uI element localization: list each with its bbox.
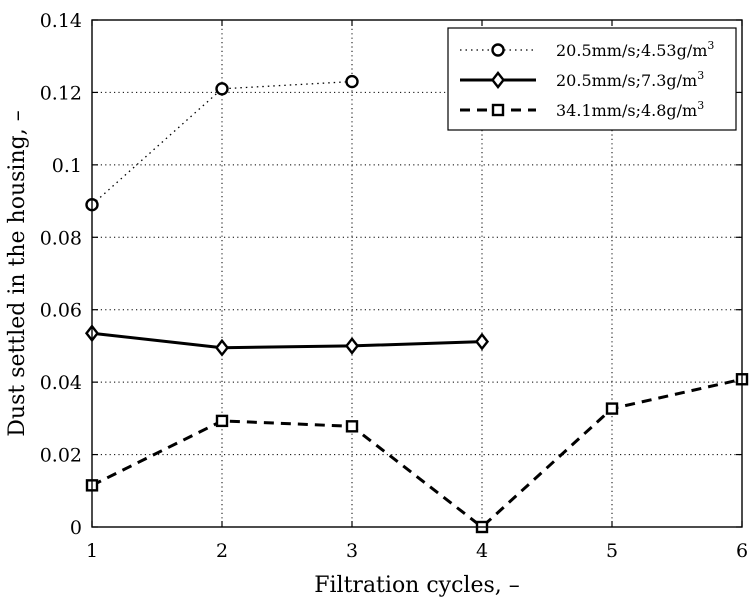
y-tick-label: 0.04 [40, 372, 82, 394]
legend-label: 20.5mm/s;7.3g/m3 [556, 69, 704, 90]
x-tick-label: 1 [86, 540, 98, 562]
x-tick-label: 5 [606, 540, 618, 562]
legend-entry-1: 20.5mm/s;4.53g/m3 [460, 39, 714, 60]
data-series [84, 74, 749, 534]
x-tick-label: 2 [216, 540, 228, 562]
plot-frame [91, 19, 743, 528]
y-tick-label: 0 [70, 517, 82, 539]
data-point-diamond [474, 332, 490, 351]
x-axis-title: Filtration cycles, – [314, 573, 520, 598]
data-point-square [605, 402, 619, 415]
data-point-diamond [214, 338, 230, 357]
series-line [91, 331, 483, 350]
y-tick-label: 0.12 [40, 82, 82, 104]
legend-label-main: 20.5mm/s;4.53g/m [556, 41, 707, 60]
legend-label-main: 20.5mm/s;7.3g/m [556, 71, 697, 90]
x-tick-label: 6 [736, 540, 748, 562]
data-point-circle [345, 74, 359, 89]
x-tick-label: 3 [346, 540, 358, 562]
chart-legend: 20.5mm/s;4.53g/m320.5mm/s;7.3g/m334.1mm/… [447, 27, 737, 131]
legend-label-main: 34.1mm/s;4.8g/m [556, 101, 697, 120]
tick-labels: 1 2 3 4 5 6 0 0.02 0.04 0.06 0.08 0.1 0.12 0.14 [40, 10, 748, 562]
legend-marker-diamond [490, 71, 506, 89]
legend-label: 34.1mm/s;4.8g/m3 [556, 99, 704, 120]
y-tick-label: 0.02 [40, 445, 82, 467]
y-tick-label: 0.14 [40, 10, 82, 32]
legend-marker-circle [491, 43, 505, 57]
y-axis-title: Dust settled in the housing, – [5, 110, 30, 436]
y-tick-label: 0.1 [52, 155, 82, 177]
x-tick-label: 4 [476, 540, 488, 562]
data-point-circle [215, 82, 229, 96]
data-point-square [215, 414, 229, 428]
legend-label: 20.5mm/s;4.53g/m3 [556, 39, 714, 60]
y-tick-label: 0.08 [40, 227, 82, 249]
legend-label-superscript: 3 [697, 69, 704, 82]
legend-entry-3: 34.1mm/s;4.8g/m3 [460, 99, 704, 120]
legend-label-superscript: 3 [707, 39, 714, 52]
data-point-diamond [344, 336, 360, 355]
series-line [91, 377, 743, 529]
legend-entry-2: 20.5mm/s;7.3g/m3 [460, 69, 704, 90]
legend-marker-square [491, 103, 505, 117]
legend-label-superscript: 3 [697, 99, 704, 112]
data-point-square [345, 420, 359, 433]
series-1 [85, 74, 359, 212]
y-tick-label: 0.06 [40, 300, 82, 322]
